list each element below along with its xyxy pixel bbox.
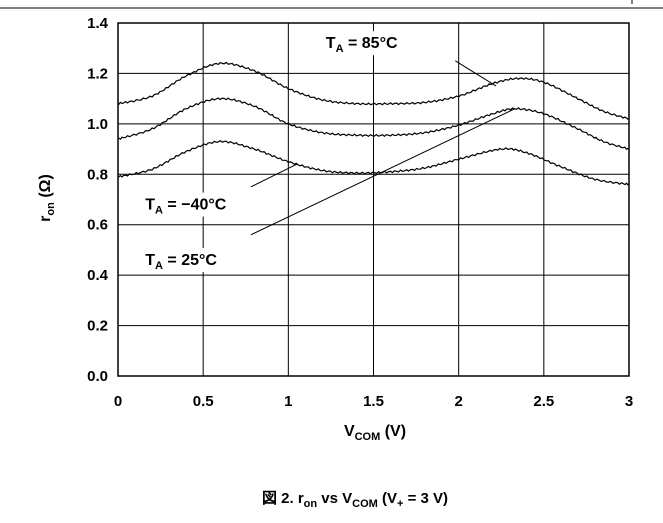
x-tick-label: 1 xyxy=(284,393,292,410)
y-tick-label: 0.8 xyxy=(87,166,108,183)
y-tick-label: 0.4 xyxy=(87,267,109,284)
x-tick-label: 2.5 xyxy=(533,393,554,410)
x-tick-label: 2 xyxy=(454,393,462,410)
annotation-leader-line xyxy=(250,163,298,188)
series-line-3 xyxy=(117,139,630,186)
annotation-leader-line xyxy=(454,60,497,87)
series-line-1 xyxy=(117,61,630,120)
annotation-backdrop xyxy=(141,192,231,217)
series-label-2: TA = 25°C xyxy=(145,252,217,272)
annotation-backdrop xyxy=(321,31,402,56)
tick-labels: 0 0.5 1 1.5 2 2.5 3 0.0 0.2 0.4 0.6 0.8 1.0 1.2 1.4 xyxy=(87,15,633,410)
series-line-2 xyxy=(117,97,630,150)
figure-caption: 図 2. ron vs VCOM (V+ = 3 V) xyxy=(262,490,448,510)
annotation-leader-line xyxy=(250,108,516,236)
y-tick-label: 1.0 xyxy=(87,116,108,133)
x-tick-label: 1.5 xyxy=(363,393,384,410)
y-tick-label: 0.6 xyxy=(87,217,108,234)
x-tick-label: 3 xyxy=(625,393,633,410)
series-label-1: TA = 85°C xyxy=(326,35,398,55)
annotation-layer: TA = 85°C TA = −40°C TA = 25°C xyxy=(141,31,516,273)
y-tick-label: 0.2 xyxy=(87,318,108,335)
y-tick-label: 1.4 xyxy=(87,15,109,32)
x-axis-label: VCOM (V) xyxy=(344,423,406,443)
series-label-3: TA = −40°C xyxy=(145,197,227,217)
y-tick-label: 1.2 xyxy=(87,65,108,82)
x-tick-label: 0 xyxy=(114,393,122,410)
x-tick-label: 0.5 xyxy=(193,393,214,410)
y-tick-label: 0.0 xyxy=(87,368,108,385)
annotation-backdrop xyxy=(141,248,222,273)
plot-frame xyxy=(117,22,630,377)
y-axis-label: ron (Ω) xyxy=(37,174,57,222)
series-layer xyxy=(117,61,630,186)
grid xyxy=(118,23,629,376)
